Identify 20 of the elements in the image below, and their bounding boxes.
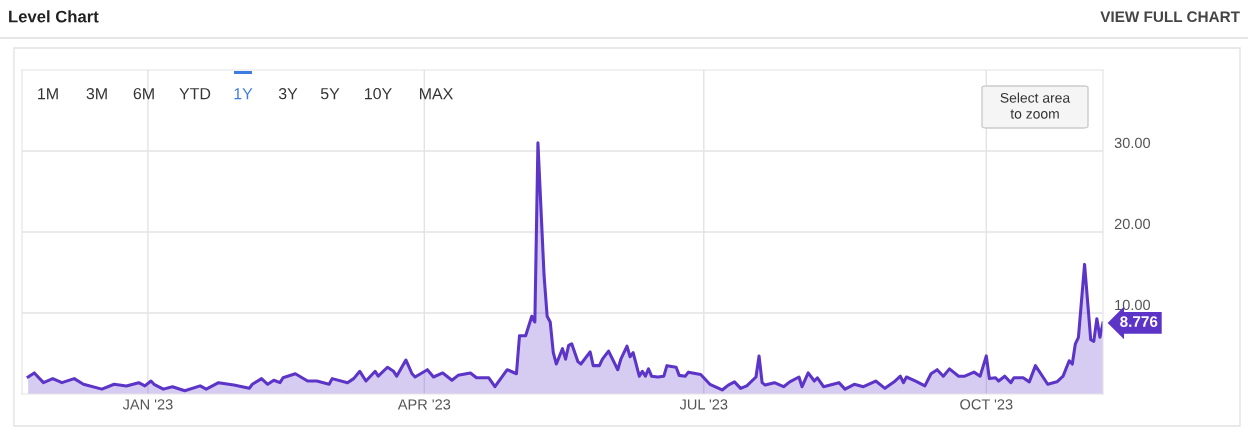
annotation: MAX (420, 88, 453, 100)
annotation: 6M (133, 87, 154, 100)
annotation: 3M (86, 87, 107, 100)
annotation: 8.776 (1120, 316, 1158, 328)
annotation: YTD (179, 88, 211, 100)
y-tick-label: 10.00 (1115, 299, 1151, 311)
annotation: 1M (38, 88, 58, 100)
x-tick-label: JUL '23 (679, 399, 728, 410)
annotation: Select area to zoom (1000, 92, 1071, 119)
y-tick-label: 20.00 (1114, 218, 1151, 230)
text: VIEW FULL CHART (1100, 11, 1240, 23)
annotation: 5Y (320, 88, 340, 100)
x-tick-label: JAN '23 (122, 399, 173, 410)
annotation: 1Y (234, 88, 253, 100)
x-tick-label: APR '23 (397, 399, 451, 410)
x-tick-label: OCT '23 (960, 399, 1013, 410)
y-tick-label: 30.00 (1114, 137, 1151, 149)
annotation: 10Y (365, 87, 392, 100)
chart-title: Level Chart (9, 10, 99, 23)
annotation: 3Y (278, 87, 298, 100)
